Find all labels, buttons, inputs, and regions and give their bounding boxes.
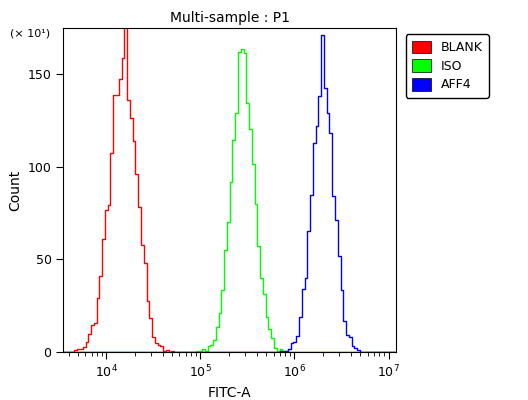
- Text: (× 10¹): (× 10¹): [10, 28, 50, 38]
- Y-axis label: Count: Count: [8, 169, 22, 211]
- Legend: BLANK, ISO, AFF4: BLANK, ISO, AFF4: [406, 34, 489, 98]
- X-axis label: FITC-A: FITC-A: [208, 386, 251, 400]
- Title: Multi-sample : P1: Multi-sample : P1: [169, 12, 290, 26]
